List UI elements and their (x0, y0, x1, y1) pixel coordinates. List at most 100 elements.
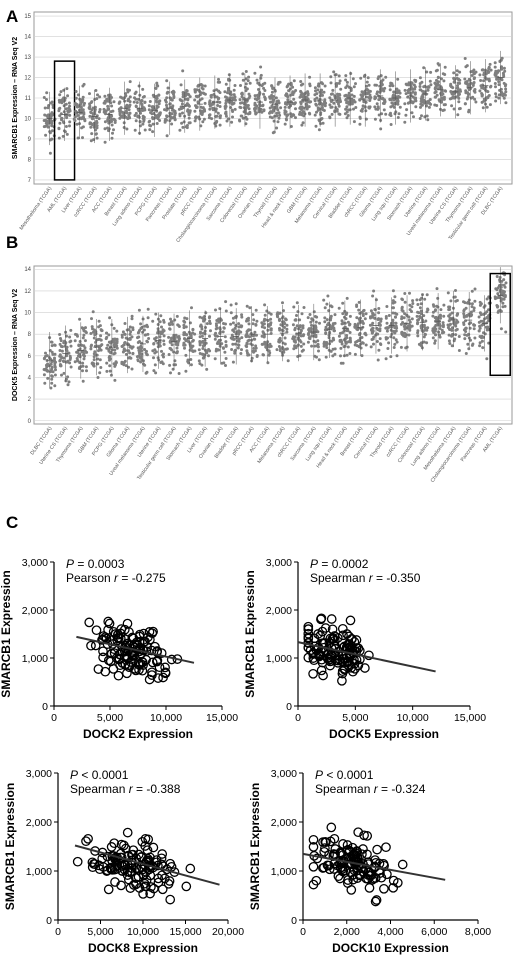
data-point (285, 330, 289, 334)
data-point (79, 116, 83, 120)
data-point (128, 332, 132, 336)
data-point (44, 133, 48, 137)
data-point (216, 104, 220, 107)
data-point (82, 327, 86, 330)
y-tick-label: 6 (28, 354, 32, 360)
data-point (142, 119, 146, 123)
data-point (456, 113, 460, 117)
data-point (414, 98, 417, 102)
data-point (357, 300, 361, 304)
data-point (486, 90, 490, 94)
data-point (380, 79, 384, 83)
data-point (136, 648, 147, 659)
data-point (473, 76, 476, 80)
data-point (371, 895, 382, 905)
data-point (127, 365, 130, 369)
data-point (338, 93, 342, 97)
data-point (278, 311, 282, 315)
data-point (308, 648, 319, 658)
data-point (110, 114, 113, 118)
data-point (458, 70, 462, 74)
data-point (68, 354, 72, 358)
data-point (388, 88, 392, 92)
data-point (500, 93, 504, 97)
data-point (453, 78, 457, 82)
data-point (148, 842, 159, 853)
data-point (155, 116, 159, 120)
data-point (267, 353, 271, 357)
data-point (458, 78, 462, 82)
data-point (127, 328, 131, 332)
data-point (182, 343, 186, 347)
data-point (134, 664, 144, 675)
data-point (152, 342, 156, 345)
data-point (108, 364, 112, 368)
data-point (121, 97, 125, 100)
data-point (469, 338, 472, 342)
data-point (342, 354, 346, 358)
data-point (165, 103, 168, 107)
data-point (352, 107, 355, 111)
data-point (137, 335, 141, 339)
data-point (95, 124, 99, 128)
data-point (440, 96, 444, 100)
data-point (160, 662, 170, 673)
data-point (295, 314, 298, 317)
data-point (233, 342, 237, 346)
data-point (373, 316, 377, 320)
data-point (379, 127, 383, 131)
data-point (419, 309, 423, 313)
data-point (53, 356, 56, 360)
data-point (358, 122, 362, 126)
data-point (343, 325, 347, 329)
data-point (233, 351, 237, 355)
data-point (442, 314, 446, 318)
data-point (494, 92, 498, 96)
data-point (377, 321, 381, 325)
data-point (91, 625, 102, 636)
data-point (248, 81, 252, 85)
data-point (380, 112, 384, 116)
data-point (434, 323, 438, 327)
data-point (447, 339, 451, 343)
data-point (228, 100, 231, 104)
data-point (151, 117, 155, 121)
data-point (359, 93, 363, 97)
data-point (223, 350, 227, 354)
data-point (283, 122, 287, 126)
data-point (255, 319, 259, 323)
data-point (456, 320, 460, 324)
data-point (198, 352, 202, 355)
data-point (468, 302, 472, 306)
data-point (450, 333, 454, 337)
data-point (501, 301, 505, 305)
data-point (314, 103, 318, 107)
data-point (480, 100, 484, 104)
data-point (96, 357, 100, 361)
data-point (268, 342, 272, 346)
data-point (265, 309, 269, 313)
data-point (456, 84, 459, 88)
data-point (279, 347, 282, 351)
data-point (171, 104, 175, 108)
data-point (488, 103, 492, 107)
data-point (303, 92, 307, 96)
data-point (425, 293, 429, 297)
data-point (277, 340, 281, 344)
data-point (173, 111, 177, 115)
data-point (134, 119, 138, 123)
data-point (314, 335, 318, 339)
data-point (376, 358, 380, 362)
data-point (350, 102, 354, 106)
data-point (261, 82, 265, 86)
data-point (73, 103, 77, 107)
data-point (237, 337, 241, 341)
data-point (354, 870, 365, 881)
data-point (333, 347, 337, 351)
data-point (352, 85, 356, 89)
data-point (402, 325, 406, 328)
data-point (138, 120, 142, 123)
y-tick-label: 11 (25, 96, 32, 102)
data-point (125, 127, 129, 131)
data-point (500, 279, 504, 283)
